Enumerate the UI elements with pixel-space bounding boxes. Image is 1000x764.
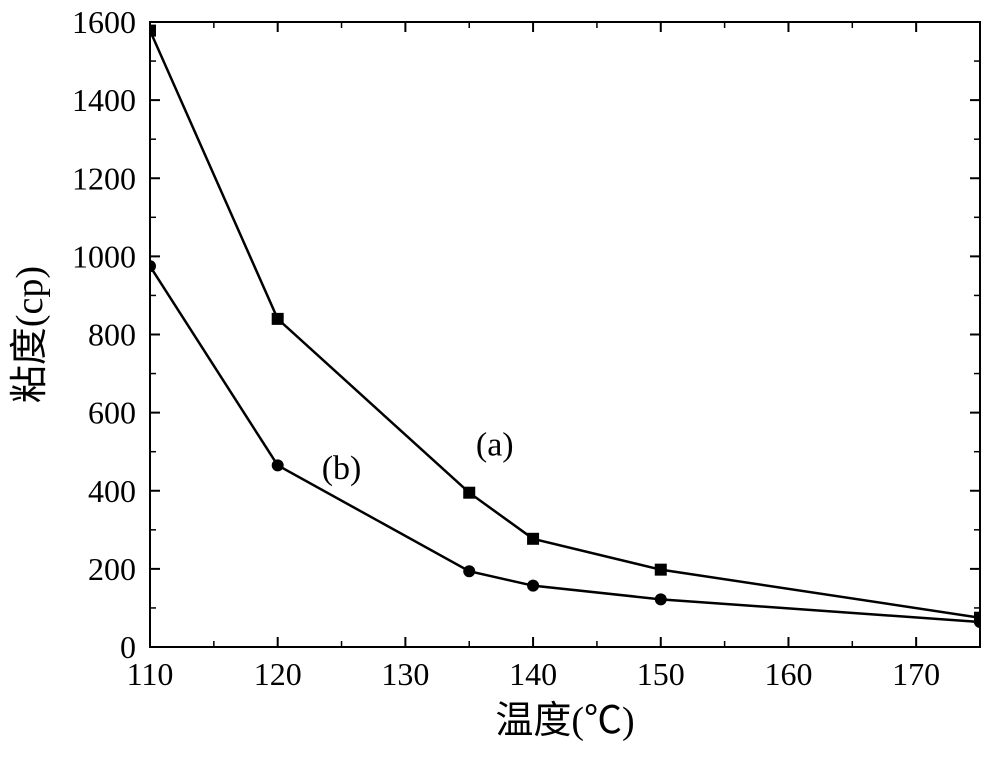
x-axis-label: 温度(℃) bbox=[495, 700, 634, 742]
y-axis-label: 粘度(cp) bbox=[9, 266, 51, 403]
x-tick-label: 170 bbox=[892, 656, 940, 692]
y-tick-label: 400 bbox=[88, 473, 136, 509]
y-tick-label: 1400 bbox=[72, 82, 136, 118]
x-tick-label: 140 bbox=[509, 656, 557, 692]
viscosity-chart: 1101201301401501601700200400600800100012… bbox=[0, 0, 1000, 764]
y-tick-label: 0 bbox=[120, 629, 136, 665]
chart-svg: 1101201301401501601700200400600800100012… bbox=[0, 0, 1000, 764]
y-tick-label: 600 bbox=[88, 395, 136, 431]
x-tick-label: 130 bbox=[381, 656, 429, 692]
y-tick-label: 1200 bbox=[72, 160, 136, 196]
x-tick-label: 160 bbox=[764, 656, 812, 692]
y-tick-label: 200 bbox=[88, 551, 136, 587]
series-label-a: (a) bbox=[476, 427, 514, 464]
y-tick-label: 1600 bbox=[72, 4, 136, 40]
series-label-b: (b) bbox=[322, 450, 362, 487]
x-tick-label: 150 bbox=[637, 656, 685, 692]
x-tick-label: 120 bbox=[254, 656, 302, 692]
y-tick-label: 1000 bbox=[72, 238, 136, 274]
y-tick-label: 800 bbox=[88, 317, 136, 353]
